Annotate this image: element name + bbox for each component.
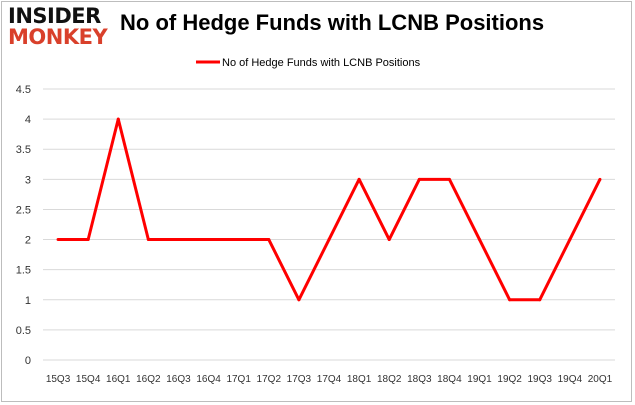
data-point <box>568 238 572 242</box>
x-tick-label: 16Q1 <box>106 374 131 385</box>
data-point <box>267 238 271 242</box>
x-tick-label: 15Q4 <box>76 374 101 385</box>
x-tick-label: 16Q3 <box>166 374 191 385</box>
y-tick-label: 1 <box>25 295 31 307</box>
data-point <box>176 238 180 242</box>
data-point <box>327 238 331 242</box>
data-point <box>56 238 60 242</box>
x-tick-label: 19Q2 <box>497 374 522 385</box>
legend-label: No of Hedge Funds with LCNB Positions <box>222 57 421 69</box>
x-tick-label: 18Q2 <box>377 374 402 385</box>
data-point <box>297 298 301 302</box>
x-tick-label: 15Q3 <box>46 374 71 385</box>
data-point <box>387 238 391 242</box>
data-point <box>116 117 120 121</box>
insider-monkey-logo: INSIDER MONKEY <box>8 4 108 49</box>
data-point <box>478 238 482 242</box>
y-tick-label: 2 <box>25 235 31 247</box>
y-tick-label: 4 <box>25 114 31 126</box>
x-tick-label: 17Q1 <box>226 374 251 385</box>
data-point <box>207 238 211 242</box>
y-tick-label: 0 <box>25 355 31 367</box>
data-point <box>417 177 421 181</box>
x-tick-label: 17Q3 <box>287 374 312 385</box>
data-point <box>447 177 451 181</box>
x-tick-label: 19Q4 <box>558 374 583 385</box>
y-tick-label: 3.5 <box>16 144 31 156</box>
x-tick-label: 19Q1 <box>467 374 492 385</box>
x-tick-label: 18Q3 <box>407 374 432 385</box>
x-tick-label: 17Q2 <box>257 374 282 385</box>
logo-line-1: INSIDER <box>8 4 101 28</box>
y-tick-label: 0.5 <box>16 325 31 337</box>
y-tick-label: 1.5 <box>16 265 31 277</box>
data-point <box>357 177 361 181</box>
y-tick-label: 2.5 <box>16 204 31 216</box>
legend: No of Hedge Funds with LCNB Positions <box>196 57 421 69</box>
x-tick-label: 20Q1 <box>588 374 613 385</box>
x-tick-label: 16Q2 <box>136 374 161 385</box>
x-tick-label: 16Q4 <box>196 374 221 385</box>
data-point <box>538 298 542 302</box>
chart-title: No of Hedge Funds with LCNB Positions <box>120 10 545 35</box>
x-tick-label: 18Q1 <box>347 374 372 385</box>
data-point <box>86 238 90 242</box>
data-point <box>598 177 602 181</box>
y-tick-label: 3 <box>25 174 31 186</box>
data-point <box>237 238 241 242</box>
x-tick-label: 18Q4 <box>437 374 462 385</box>
x-tick-label: 17Q4 <box>317 374 342 385</box>
data-point <box>146 238 150 242</box>
data-point <box>508 298 512 302</box>
y-tick-label: 4.5 <box>16 84 31 96</box>
x-tick-label: 19Q3 <box>528 374 553 385</box>
logo-line-2: MONKEY <box>8 25 108 49</box>
